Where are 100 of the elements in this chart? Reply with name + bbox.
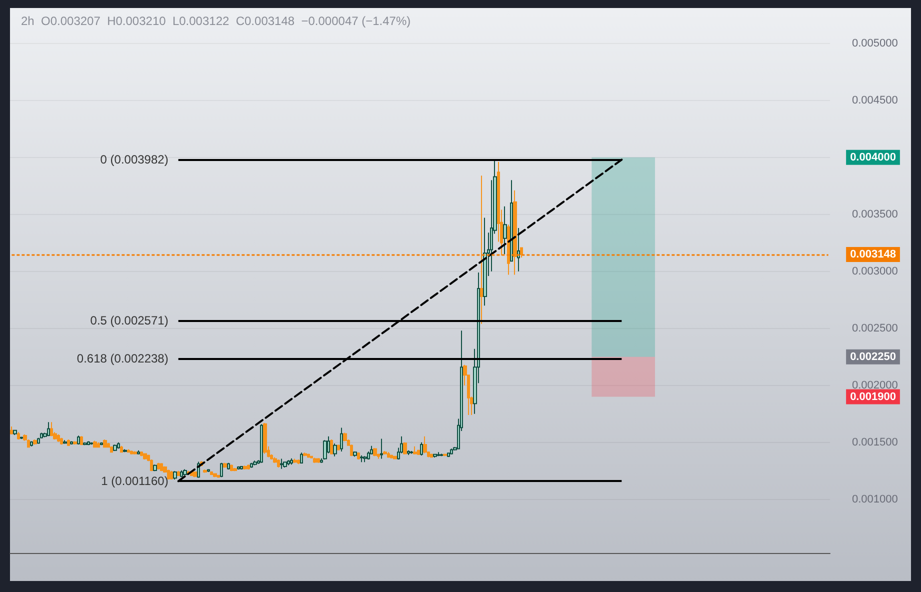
candlestick [363,456,367,463]
candlestick [253,460,257,466]
text: 0.004000 [850,151,896,164]
candlestick [430,453,433,458]
candlestick [83,442,87,446]
candlestick [310,455,313,459]
candlestick [10,426,13,435]
candlestick [263,422,267,454]
candlestick [130,450,133,455]
candlestick [247,464,250,470]
candlestick [317,458,320,464]
candlestick [113,444,117,452]
candlestick [203,469,207,474]
candlestick [220,462,223,478]
candlestick [80,436,83,446]
candlestick [153,464,157,472]
y-tick-label: 0.005000 [852,37,898,50]
candlestick [33,439,37,446]
text: 2h O0.003207 H0.003210 L0.003122 C0.003148 −0.000047 (−1.47%) [21,14,411,28]
candlestick [217,474,220,478]
candlestick [117,442,120,450]
candlestick [70,440,73,445]
candlestick [277,459,280,468]
candlestick [290,458,293,466]
candlestick [300,452,303,464]
candlestick [30,440,33,447]
candlestick [297,459,300,465]
y-tick-label: 0.004500 [852,94,898,106]
candlestick [483,217,487,306]
candlestick [193,470,197,478]
candlestick [407,450,410,456]
candlestick [47,422,50,437]
ref-line-label: 0.5 (0.002571) [90,313,168,328]
candlestick [360,454,363,463]
candlestick [97,442,100,448]
candlestick [410,450,413,454]
candlestick [137,450,140,455]
candlestick [480,175,483,324]
candlestick [243,465,247,470]
candlestick [373,448,377,457]
candlestick [120,445,123,454]
candlestick [107,442,110,448]
candlestick [20,436,23,440]
candlestick [510,180,513,262]
candlestick [63,440,67,444]
candlestick [127,448,130,454]
candlestick [103,439,107,448]
ref-line-label: 0.618 (0.002238) [76,351,168,366]
y-tick-label: 0.001000 [852,493,898,506]
candlestick [157,462,160,470]
candlestick [443,453,447,457]
candlestick [133,450,137,455]
candlestick [413,446,417,455]
y-tick-label: 0.003500 [852,208,898,220]
candlestick [183,468,187,476]
candlestick [143,452,147,460]
candlestick [357,452,360,460]
candlestick [167,469,170,480]
candlestick [17,432,20,440]
candlestick [383,450,387,455]
candlestick [520,246,523,258]
candlestick [420,442,423,456]
candlestick [417,449,420,456]
candlestick [67,439,70,447]
candlestick [283,461,287,468]
candlestick [57,434,60,442]
candlestick [353,451,357,458]
candlestick [87,440,90,446]
ref-line-label: 1 (0.001160) [101,474,168,488]
text: 0.001900 [850,390,896,403]
candlestick [450,448,453,455]
candlestick [343,432,347,442]
candlestick [123,448,127,453]
ref-line-label: 0.003148 [850,248,896,261]
candlestick [177,470,180,477]
candlestick [440,453,443,457]
candlestick [303,452,307,457]
candlestick [513,190,517,276]
candlestick [93,440,97,448]
y-tick-label: 0.002000 [852,379,898,392]
candlestick [260,424,263,464]
candlestick [323,440,327,460]
candlestick [333,443,337,457]
candlestick [90,442,93,446]
y-tick-label: 0.002500 [852,322,898,334]
candlestick [423,436,427,454]
candlestick [517,228,520,272]
y-tick-label: 0.003000 [852,265,898,278]
candlestick [340,427,343,452]
candlestick [237,466,240,470]
candlestick [240,466,243,470]
candlestick [250,462,253,468]
candlestick [380,438,383,460]
candlestick [60,437,63,446]
y-tick-label: 0.001500 [852,436,898,448]
candlestick [447,452,450,458]
candlestick [170,470,173,480]
candlestick [387,452,390,458]
ref-line-label: 0 (0.003982) [100,152,168,166]
candlestick [437,452,440,457]
